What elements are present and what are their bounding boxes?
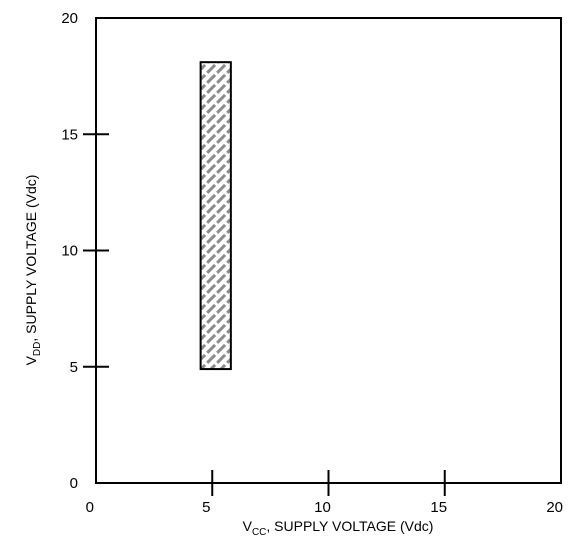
x-axis-title-suffix: , SUPPLY VOLTAGE (Vdc) xyxy=(266,518,433,534)
y-axis-title-subscript: DD xyxy=(32,342,43,356)
x-tick-label: 0 xyxy=(86,499,94,516)
operating-regions xyxy=(199,61,232,371)
x-axis-title-prefix: V xyxy=(243,518,253,534)
x-axis-title-subscript: CC xyxy=(252,527,266,538)
y-tick-label: 15 xyxy=(61,126,78,143)
y-tick-label: 5 xyxy=(70,359,78,376)
x-tick-label: 15 xyxy=(430,499,447,516)
y-axis-title-suffix: , SUPPLY VOLTAGE (Vdc) xyxy=(23,175,39,342)
y-tick-label: 10 xyxy=(61,243,78,260)
operating-region-box xyxy=(199,61,232,371)
x-tick-label: 5 xyxy=(202,499,210,516)
y-axis-title-prefix: V xyxy=(23,355,39,365)
x-axis-ticks: 0 5 10 15 20 xyxy=(86,470,563,516)
y-axis-ticks: 0 5 10 15 20 xyxy=(61,10,109,492)
y-tick-label: 0 xyxy=(70,475,78,492)
x-tick-label: 20 xyxy=(546,499,563,516)
x-tick-label: 10 xyxy=(314,499,331,516)
y-axis-title: VDD, SUPPLY VOLTAGE (Vdc) xyxy=(23,175,43,366)
plot-frame xyxy=(95,17,562,484)
x-axis-title: VCC, SUPPLY VOLTAGE (Vdc) xyxy=(243,518,434,538)
y-tick-label: 20 xyxy=(61,10,78,27)
